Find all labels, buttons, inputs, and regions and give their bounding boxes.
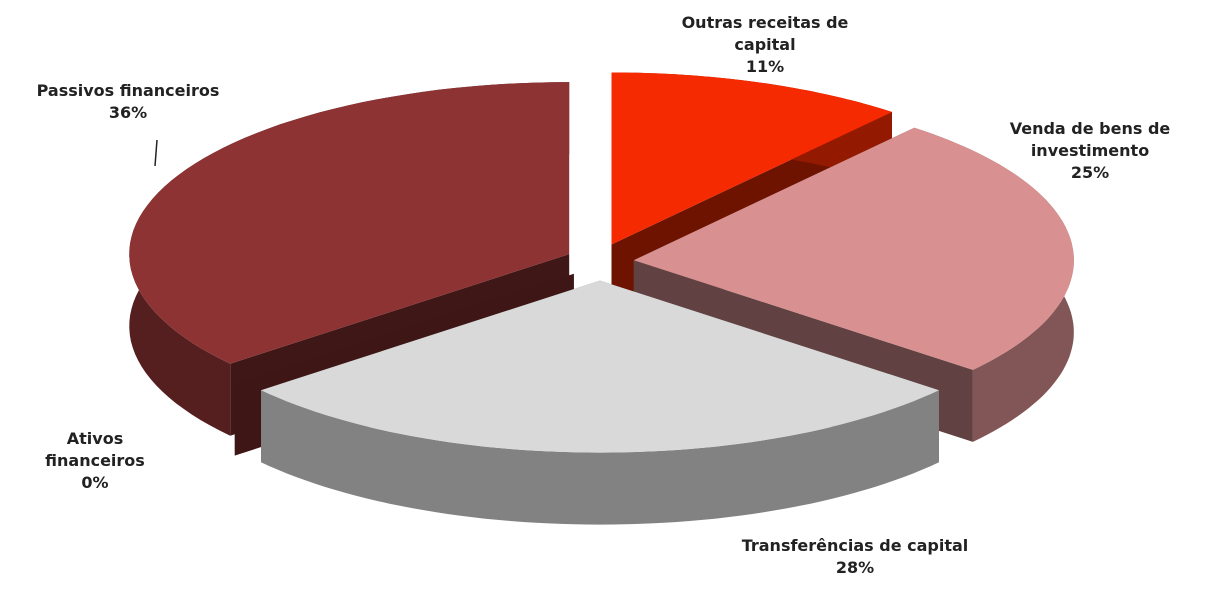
value-label: 11% (745, 57, 785, 76)
category-label: Ativos financeiros (45, 429, 145, 470)
data-label: Transferências de capital 28% (740, 535, 970, 579)
value-label: 36% (108, 103, 148, 122)
data-label: Passivos financeiros 36% (0, 80, 268, 124)
value-label: 0% (81, 473, 109, 492)
leader-line (154, 139, 158, 167)
pie-slice (129, 82, 570, 364)
data-label: Ativos financeiros 0% (30, 428, 160, 494)
value-label: 28% (835, 558, 875, 577)
category-label: Venda de bens de investimento (1009, 119, 1171, 160)
pie-slice (234, 273, 574, 384)
category-label: Outras receitas de capital (681, 13, 849, 54)
value-label: 25% (1070, 163, 1110, 182)
pie-slice (633, 127, 1074, 370)
pie-slice (611, 72, 892, 245)
category-label: Passivos financeiros (36, 81, 220, 100)
data-label: Venda de bens de investimento 25% (990, 118, 1190, 184)
category-label: Transferências de capital (741, 536, 969, 555)
pie-slice (261, 280, 939, 453)
data-label: Outras receitas de capital 11% (650, 12, 880, 78)
outer-wall (261, 390, 939, 525)
